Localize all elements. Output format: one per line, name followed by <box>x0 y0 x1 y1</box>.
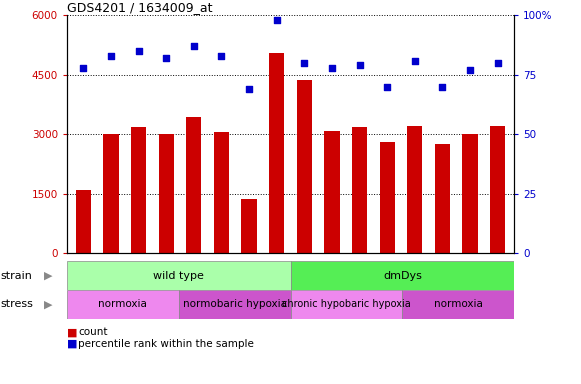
Text: normoxia: normoxia <box>434 299 483 310</box>
Point <box>217 53 226 59</box>
Bar <box>324 131 339 253</box>
Point <box>106 53 116 59</box>
Bar <box>179 290 290 319</box>
Text: wild type: wild type <box>153 270 204 281</box>
Bar <box>352 127 367 253</box>
Text: ■: ■ <box>67 339 77 349</box>
Bar <box>67 261 290 290</box>
Text: ▶: ▶ <box>44 299 52 310</box>
Point <box>189 43 199 50</box>
Text: strain: strain <box>1 270 33 281</box>
Point <box>382 84 392 90</box>
Text: percentile rank within the sample: percentile rank within the sample <box>78 339 254 349</box>
Text: ▶: ▶ <box>44 270 52 281</box>
Point <box>79 65 88 71</box>
Point <box>410 58 419 64</box>
Point <box>327 65 336 71</box>
Point <box>162 55 171 61</box>
Point <box>465 67 475 73</box>
Bar <box>379 142 394 253</box>
Bar <box>407 126 422 253</box>
Text: stress: stress <box>1 299 34 310</box>
Point <box>300 60 309 66</box>
Bar <box>187 118 202 253</box>
Text: chronic hypobaric hypoxia: chronic hypobaric hypoxia <box>282 299 411 310</box>
Text: dmDys: dmDys <box>383 270 422 281</box>
Bar <box>290 261 514 290</box>
Bar <box>403 290 514 319</box>
Bar <box>67 290 179 319</box>
Bar <box>297 79 312 253</box>
Bar <box>159 134 174 253</box>
Bar <box>214 132 229 253</box>
Bar <box>269 53 284 253</box>
Point <box>134 48 144 54</box>
Bar <box>76 190 91 253</box>
Point <box>272 17 281 23</box>
Bar <box>131 127 146 253</box>
Bar <box>490 126 505 253</box>
Bar <box>242 199 257 253</box>
Text: ■: ■ <box>67 327 77 337</box>
Bar <box>462 134 478 253</box>
Point <box>437 84 447 90</box>
Point <box>355 62 364 68</box>
Text: count: count <box>78 327 108 337</box>
Point <box>493 60 502 66</box>
Point <box>245 86 254 92</box>
Bar <box>103 134 119 253</box>
Text: normobaric hypoxia: normobaric hypoxia <box>182 299 286 310</box>
Bar <box>435 144 450 253</box>
Text: normoxia: normoxia <box>98 299 147 310</box>
Bar <box>290 290 403 319</box>
Text: GDS4201 / 1634009_at: GDS4201 / 1634009_at <box>67 1 212 14</box>
